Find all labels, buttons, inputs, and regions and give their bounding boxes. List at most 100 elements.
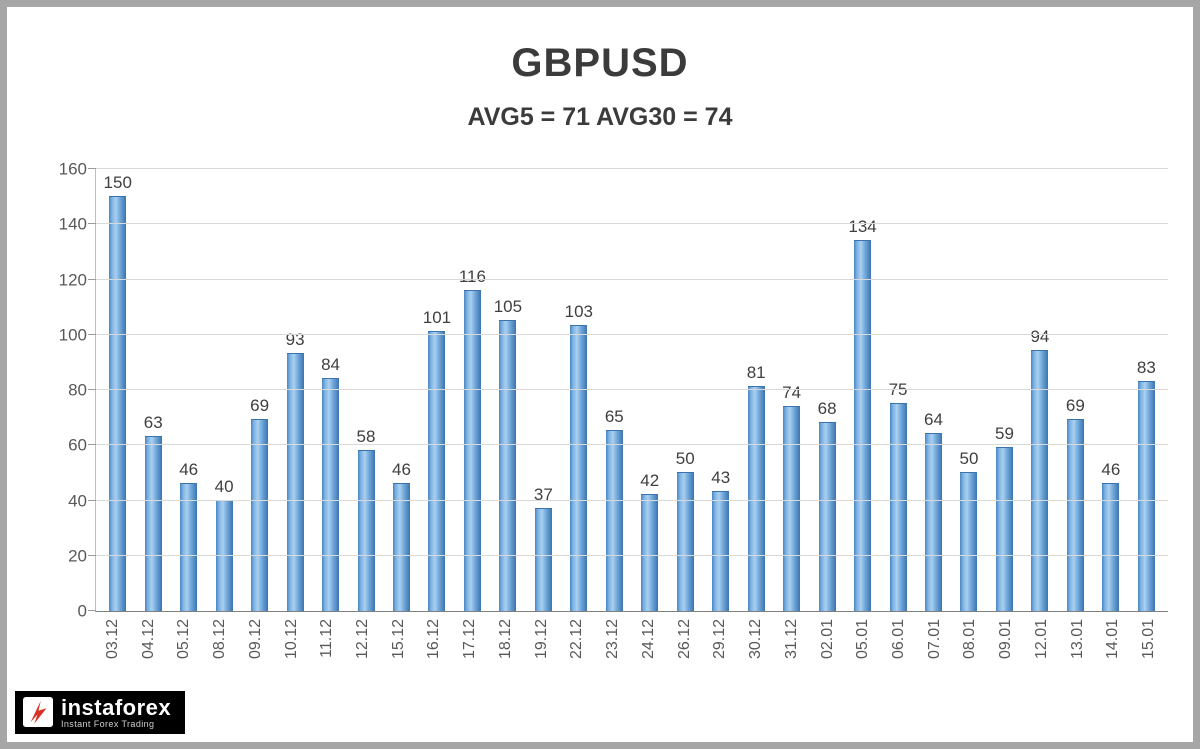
x-slot: 10.12 — [274, 619, 310, 715]
x-axis-label: 05.12 — [175, 619, 193, 660]
x-axis-label: 10.12 — [282, 619, 300, 660]
bar-value-label: 40 — [214, 476, 234, 496]
bar-slot: 103 — [561, 169, 596, 611]
bar-slot: 37 — [526, 169, 561, 611]
x-axis: 03.12 04.12 05.12 08.12 09.12 10.12 11.12 12.12… — [95, 619, 1167, 715]
x-axis-label: 12.12 — [354, 619, 371, 660]
x-axis-label: 17.12 — [461, 619, 479, 660]
bar-15.01: 83 — [1137, 359, 1156, 611]
x-axis-label: 15.12 — [389, 619, 407, 660]
x-slot: 17.12 — [452, 619, 488, 715]
bar-slot: 101 — [419, 169, 454, 611]
chart-title: GBPUSD — [511, 41, 689, 85]
x-axis-label: 16.12 — [425, 619, 443, 660]
bar-value-label: 50 — [675, 448, 695, 468]
bar-slot: 58 — [348, 169, 383, 611]
bar-slot: 69 — [1058, 169, 1093, 611]
bar-12.01: 94 — [1030, 328, 1049, 611]
x-axis-label: 09.12 — [246, 619, 264, 660]
bar-value-label: 69 — [250, 396, 270, 416]
logo-tagline: Instant Forex Trading — [61, 719, 155, 729]
gridline-120 — [96, 278, 1168, 280]
bar-slot: 81 — [738, 169, 773, 611]
y-axis-label: 80 — [68, 380, 87, 400]
gridline-160 — [96, 168, 1168, 169]
bar-slot: 116 — [455, 169, 490, 611]
y-axis: 0 20 40 60 80 100 120 140 160 — [35, 161, 87, 620]
x-slot: 09.01 — [988, 619, 1024, 715]
x-slot: 26.12 — [667, 619, 703, 715]
bar-03.12: 150 — [104, 174, 132, 611]
y-tick-40 — [88, 499, 96, 501]
x-axis-label: 05.01 — [854, 619, 872, 660]
y-tick-60 — [88, 444, 96, 446]
bar-slot: 69 — [242, 169, 277, 611]
gridline-140 — [96, 223, 1168, 225]
x-axis-label: 11.12 — [318, 619, 336, 658]
bar-08.01: 50 — [960, 450, 978, 611]
bar-value-label: 69 — [1065, 396, 1085, 416]
x-axis-label: 29.12 — [711, 619, 729, 660]
bar-18.12: 105 — [494, 298, 522, 611]
x-axis-label: 08.01 — [961, 619, 979, 660]
bar-23.12: 65 — [605, 408, 624, 611]
bar-value-label: 68 — [817, 399, 837, 419]
x-slot: 08.12 — [202, 619, 238, 715]
bar-slot: 65 — [597, 169, 632, 611]
bar-value-label: 134 — [848, 216, 877, 236]
bar-07.01: 64 — [924, 411, 943, 611]
y-tick-80 — [88, 389, 96, 390]
y-tick-120 — [88, 278, 96, 280]
x-slot: 23.12 — [595, 619, 631, 715]
x-axis-label: 08.12 — [211, 619, 229, 660]
gridline-40 — [96, 499, 1168, 501]
chart-subtitle: AVG5 = 71 AVG30 = 74 — [467, 103, 733, 131]
x-slot: 15.12 — [381, 619, 417, 715]
bar-05.01: 134 — [848, 218, 877, 611]
bar-31.12: 74 — [782, 384, 801, 611]
bar-value-label: 43 — [711, 468, 731, 488]
y-tick-100 — [88, 333, 96, 335]
y-tick-0 — [88, 610, 96, 611]
y-axis-label: 160 — [58, 159, 87, 179]
bar-slot: 105 — [490, 169, 525, 611]
x-slot: 02.01 — [810, 619, 846, 715]
bar-slot: 150 — [100, 169, 135, 611]
x-slot: 06.01 — [881, 619, 917, 715]
bar-26.12: 50 — [676, 450, 695, 611]
bar-slot: 63 — [135, 169, 170, 611]
x-slot: 13.01 — [1060, 619, 1096, 715]
bar-09.12: 69 — [250, 397, 269, 611]
bar-slot: 46 — [171, 169, 206, 611]
bar-slot: 134 — [845, 169, 880, 611]
x-axis-label: 02.01 — [818, 619, 836, 660]
bar-value-label: 83 — [1136, 357, 1156, 377]
y-tick-20 — [88, 554, 96, 556]
instaforex-flame-icon — [23, 697, 53, 728]
bar-value-label: 93 — [285, 330, 305, 350]
x-axis-label: 04.12 — [139, 619, 157, 660]
bar-slot: 83 — [1129, 169, 1164, 611]
logo-brand: instaforex — [61, 694, 172, 720]
bar-09.01: 59 — [995, 425, 1014, 611]
bar-06.01: 75 — [889, 381, 908, 611]
logo-text: instaforex Instant Forex Trading — [61, 696, 171, 729]
x-slot: 22.12 — [560, 619, 596, 715]
bar-value-label: 94 — [1030, 327, 1050, 347]
bar-slot: 75 — [880, 169, 915, 611]
x-axis-label: 13.01 — [1068, 619, 1086, 660]
instaforex-logo: instaforex Instant Forex Trading — [15, 690, 186, 734]
bar-value-label: 46 — [1101, 459, 1121, 479]
x-slot: 11.12 — [309, 619, 345, 715]
bar-value-label: 65 — [604, 407, 624, 427]
x-axis-label: 15.01 — [1140, 619, 1158, 660]
x-slot: 18.12 — [488, 619, 524, 715]
bar-value-label: 46 — [392, 459, 411, 479]
x-axis-label: 22.12 — [568, 619, 586, 660]
bar-slot: 43 — [703, 169, 738, 611]
bar-value-label: 46 — [179, 459, 199, 479]
x-slot: 09.12 — [238, 619, 274, 715]
x-axis-label: 24.12 — [639, 619, 657, 660]
bar-value-label: 63 — [143, 412, 163, 432]
bar-value-label: 58 — [356, 426, 376, 446]
